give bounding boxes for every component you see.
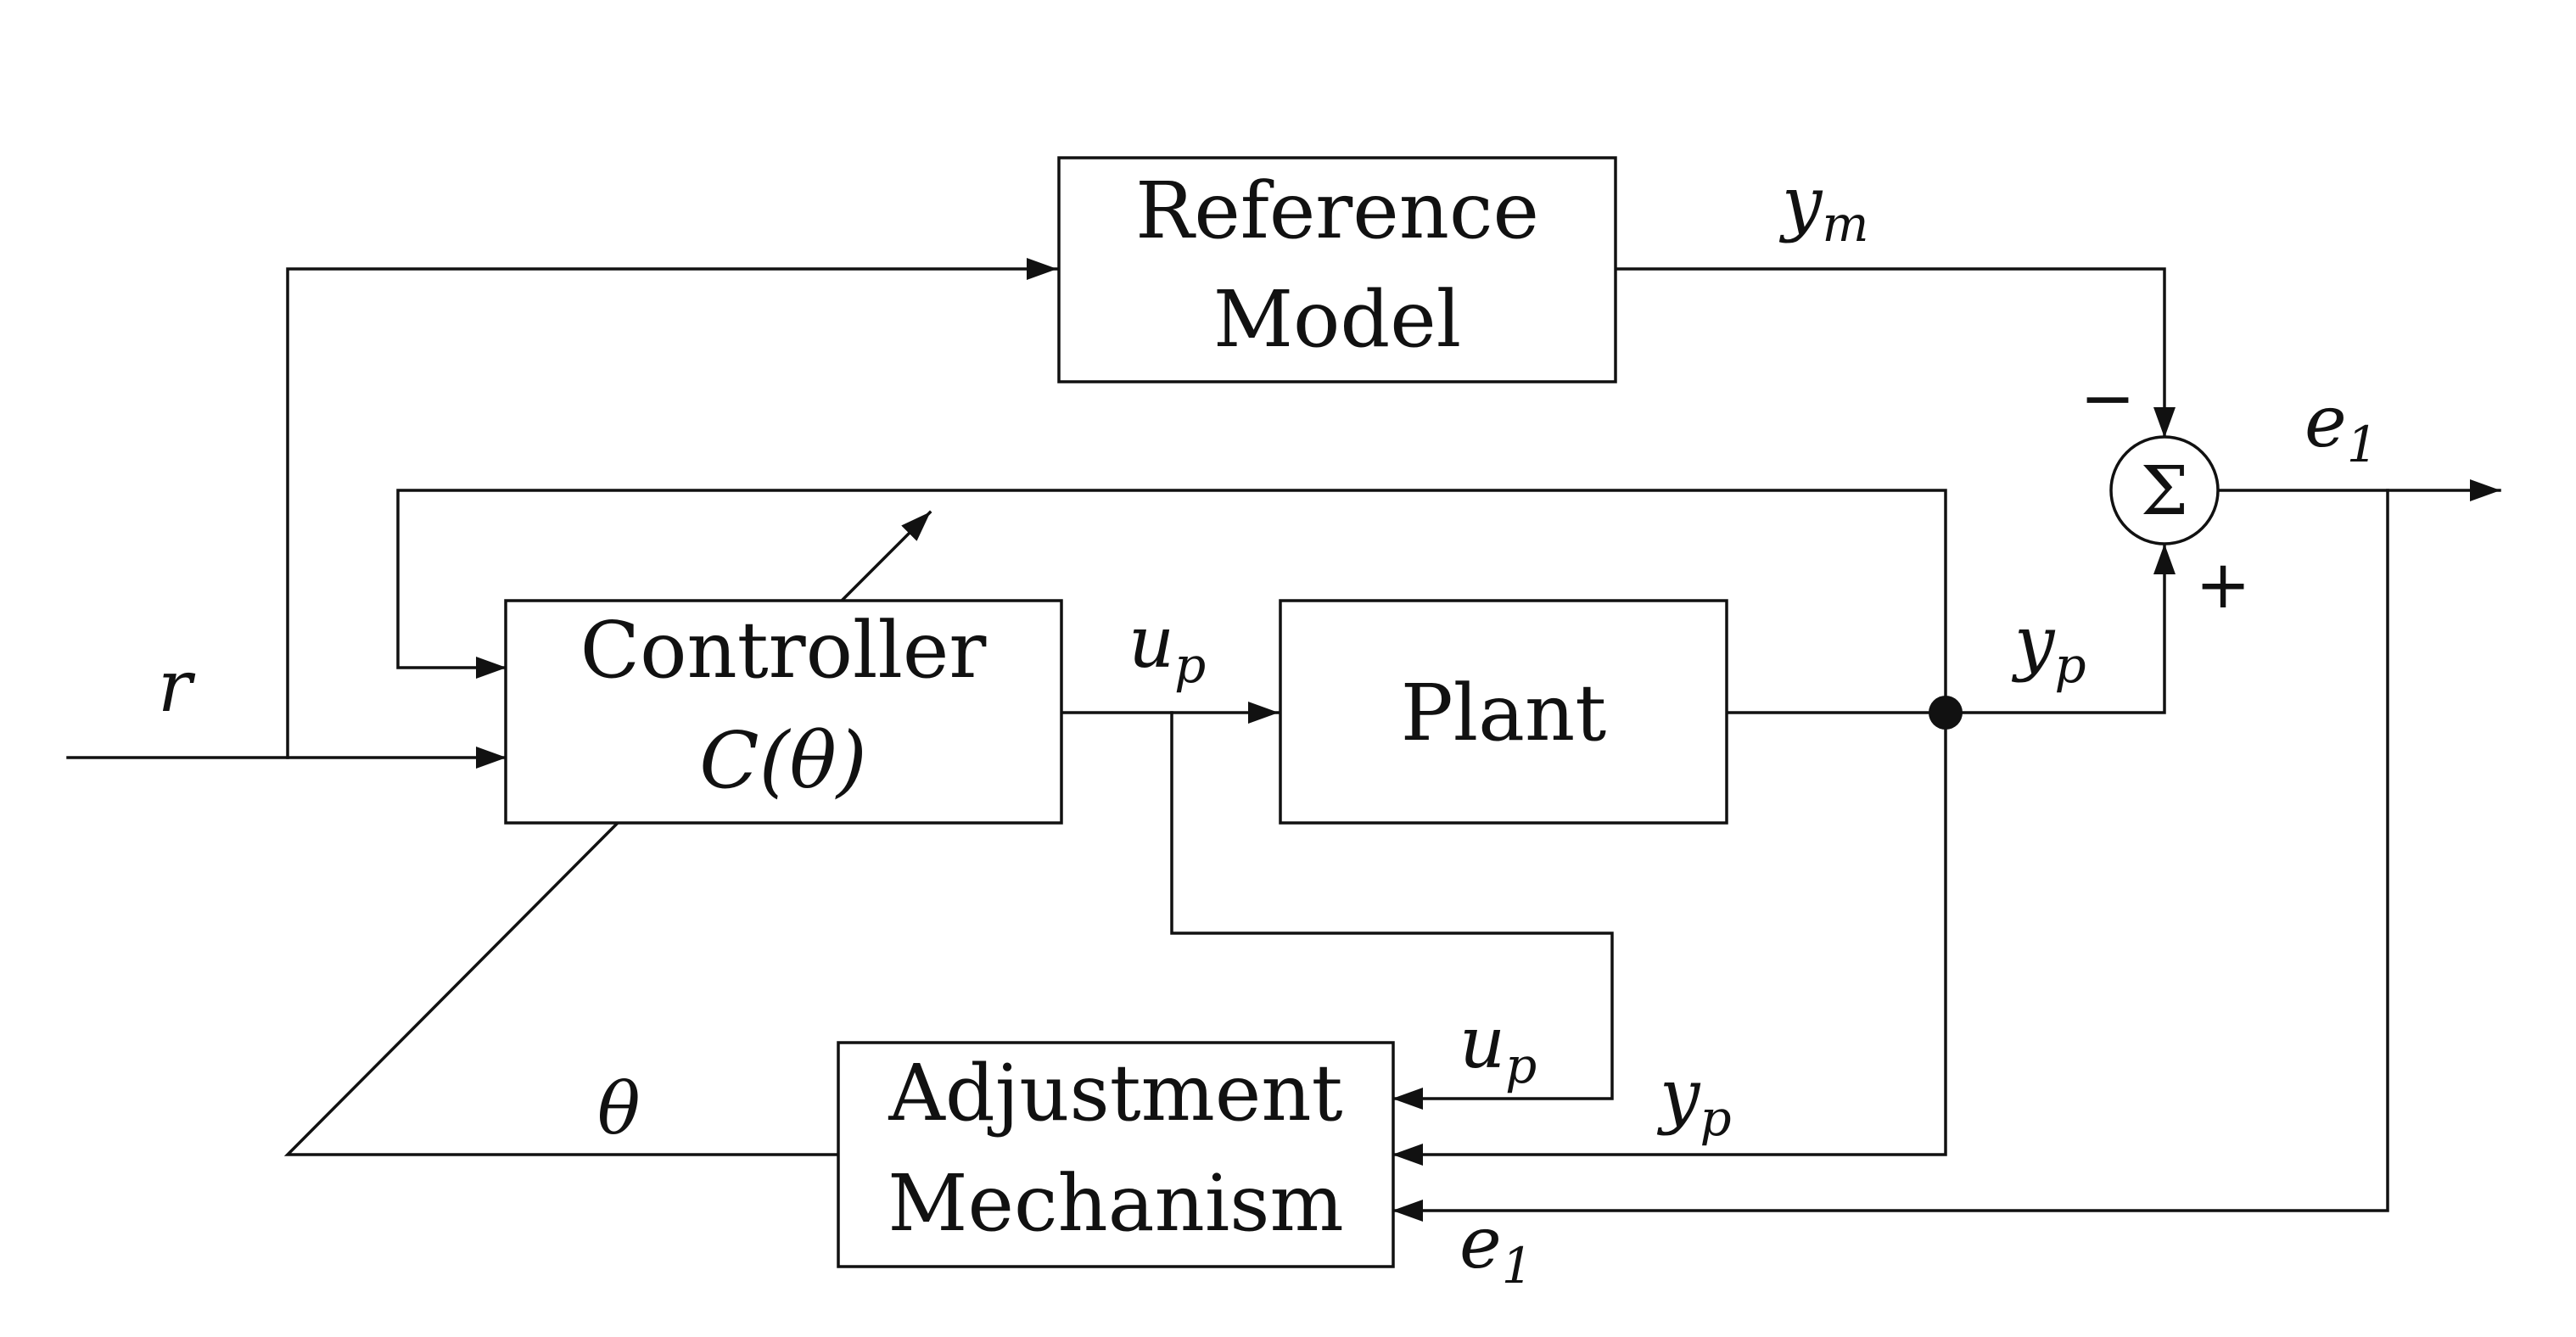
- wire-yp-to-sum: [1944, 543, 2176, 714]
- adjustment-line1: Adjustment: [888, 1048, 1342, 1138]
- label-yp-right: yp: [2011, 601, 2086, 694]
- label-e1-top: e1: [2304, 380, 2378, 473]
- plus-sign: +: [2195, 547, 2250, 624]
- wire-theta: [283, 820, 840, 1156]
- controller-line2: C(θ): [699, 715, 867, 806]
- label-yp-adjustment: yp: [1656, 1054, 1732, 1147]
- parameter-adjust-arrow: [837, 510, 932, 605]
- label-r: r: [158, 645, 196, 728]
- reference-model-line1: Reference: [1135, 165, 1539, 256]
- junction-dot: [1929, 696, 1963, 730]
- summing-junction: Σ − +: [2080, 361, 2250, 624]
- label-theta: θ: [597, 1067, 641, 1150]
- wire-r-to-reference-model: [286, 258, 1058, 759]
- adjustment-line2: Mechanism: [888, 1158, 1343, 1249]
- plant-block: Plant: [1279, 599, 1728, 825]
- controller-block: Controller C(θ): [504, 599, 1063, 825]
- reference-model-line2: Model: [1213, 274, 1461, 365]
- label-up-top: up: [1128, 601, 1206, 694]
- sigma-symbol: Σ: [2141, 451, 2189, 530]
- minus-sign: −: [2080, 361, 2135, 437]
- wire-up-to-adjustment: [1170, 711, 1614, 1110]
- label-e1-adjustment: e1: [1459, 1201, 1533, 1295]
- wire-ym: [1614, 267, 2176, 439]
- reference-model-block: Reference Model: [1057, 156, 1617, 383]
- plant-label: Plant: [1401, 668, 1606, 758]
- controller-line1: Controller: [580, 605, 987, 696]
- wires: [66, 258, 2501, 1222]
- wire-e1-to-adjustment: [1392, 489, 2389, 1222]
- label-up-adjustment: up: [1459, 1001, 1537, 1094]
- wire-yp-feedback-controller: [396, 489, 1947, 714]
- adjustment-mechanism-block: Adjustment Mechanism: [837, 1041, 1395, 1268]
- wire-yp-to-adjustment: [1392, 711, 1947, 1166]
- label-ym: ym: [1778, 161, 1868, 253]
